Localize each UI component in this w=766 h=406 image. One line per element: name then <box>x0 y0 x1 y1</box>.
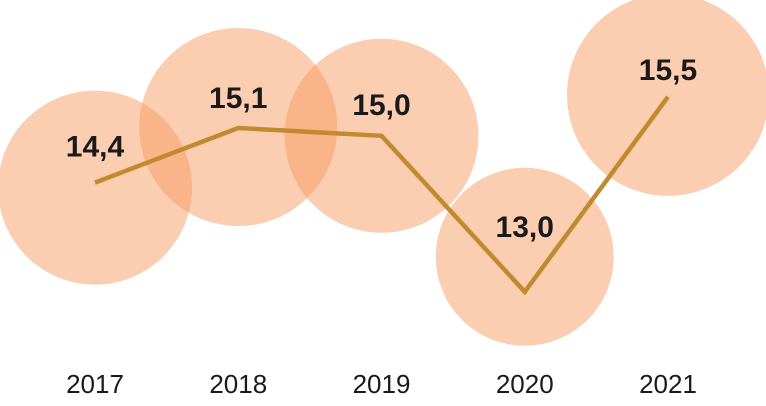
value-label: 15,5 <box>639 54 697 87</box>
x-axis-label: 2020 <box>496 369 554 399</box>
value-label: 15,1 <box>209 82 267 115</box>
trend-line <box>94 95 670 296</box>
value-label: 14,4 <box>66 131 125 164</box>
value-label: 13,0 <box>496 211 554 244</box>
value-label: 15,0 <box>352 89 410 122</box>
x-axis-label: 2019 <box>353 369 411 399</box>
data-bubble <box>435 167 614 346</box>
x-axis-label: 2018 <box>209 369 267 399</box>
x-axis-label: 2021 <box>639 369 697 399</box>
x-axis-label: 2017 <box>66 369 124 399</box>
